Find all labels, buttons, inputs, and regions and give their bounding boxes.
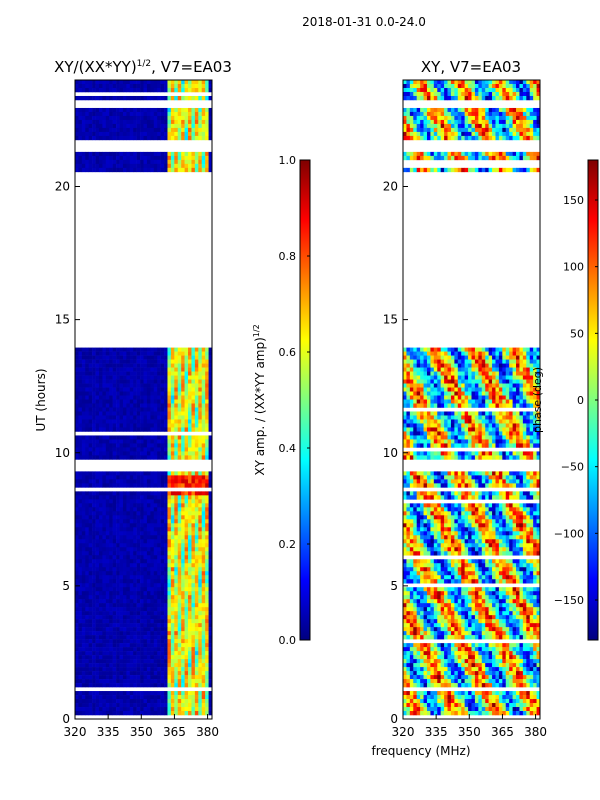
left-colorbar-label: XY amp. / (XX*YY amp)1/2 <box>252 324 267 475</box>
y-tick-label: 5 <box>390 579 398 593</box>
left-colorbar: 0.0 0.2 0.4 0.6 0.8 1.0 XY amp. / (XX*YY amp)… <box>252 154 311 647</box>
figure-title: 2018-01-31 0.0-24.0 <box>302 15 426 29</box>
left-colorbar-label-superscript: 1/2 <box>252 324 261 337</box>
x-tick-label: 335 <box>425 725 448 739</box>
colorbar-tick-label: 0.6 <box>279 346 297 359</box>
shared-xlabel: frequency (MHz) <box>371 744 470 758</box>
colorbar-tick-label: 0.0 <box>279 634 297 647</box>
colorbar-tick-label: 0 <box>577 394 584 407</box>
right-plot-frame <box>402 79 541 720</box>
x-tick-label: 380 <box>196 725 219 739</box>
left-ylabel: UT (hours) <box>34 368 48 431</box>
left-panel: XY/(XX*YY)1/2, V7=EA03 320 335 350 365 380 0… <box>34 58 232 739</box>
right-panel: XY, V7=EA03 320 335 350 365 380 0 5 10 15 20 <box>383 58 547 739</box>
right-y-ticks: 0 5 10 15 20 <box>383 180 408 726</box>
colorbar-tick-label: −100 <box>554 527 584 540</box>
left-heatmap <box>75 80 213 716</box>
x-tick-label: 350 <box>458 725 481 739</box>
y-tick-label: 5 <box>62 579 70 593</box>
x-tick-label: 320 <box>64 725 87 739</box>
colorbar-tick-label: 50 <box>570 327 584 340</box>
colorbar-tick-label: 150 <box>563 194 584 207</box>
right-panel-title: XY, V7=EA03 <box>421 58 521 76</box>
left-plot-frame <box>74 79 213 720</box>
y-tick-label: 15 <box>383 313 398 327</box>
colorbar-tick-label: 1.0 <box>279 154 297 167</box>
colorbar-tick-label: 100 <box>563 261 584 274</box>
left-panel-title: XY/(XX*YY)1/2, V7=EA03 <box>54 58 232 76</box>
x-tick-label: 380 <box>524 725 547 739</box>
y-tick-label: 20 <box>55 180 70 194</box>
right-heatmap <box>403 80 541 716</box>
x-tick-label: 320 <box>392 725 415 739</box>
left-title-suffix: , V7=EA03 <box>151 58 232 76</box>
right-colorbar-ticks: −150 −100 −50 0 50 100 150 <box>554 194 598 607</box>
right-colorbar-label: phase (deg) <box>531 367 544 433</box>
colorbar-tick-label: 0.8 <box>279 250 297 263</box>
x-tick-label: 350 <box>130 725 153 739</box>
y-tick-label: 20 <box>383 180 398 194</box>
colorbar-tick-label: −150 <box>554 594 584 607</box>
colorbar-tick-label: 0.2 <box>279 538 297 551</box>
left-colorbar-label-text: XY amp. / (XX*YY amp) <box>253 337 267 475</box>
left-colorbar-gradient <box>299 159 311 641</box>
right-colorbar: −150 −100 −50 0 50 100 150 phase (deg) <box>531 159 599 641</box>
colorbar-tick-label: 0.4 <box>279 442 297 455</box>
colorbar-tick-label: −50 <box>561 461 584 474</box>
left-x-ticks: 320 335 350 365 380 <box>64 714 219 739</box>
left-colorbar-ticks: 0.0 0.2 0.4 0.6 0.8 1.0 <box>279 154 310 647</box>
x-tick-label: 365 <box>491 725 514 739</box>
x-tick-label: 335 <box>97 725 120 739</box>
y-tick-label: 10 <box>55 446 70 460</box>
left-title-text: XY/(XX*YY) <box>54 58 137 76</box>
x-tick-label: 365 <box>163 725 186 739</box>
left-y-ticks: 0 5 10 15 20 <box>55 180 80 726</box>
y-tick-label: 0 <box>62 712 70 726</box>
left-title-superscript: 1/2 <box>137 59 151 69</box>
right-x-ticks: 320 335 350 365 380 <box>392 714 547 739</box>
y-tick-label: 0 <box>390 712 398 726</box>
y-tick-label: 15 <box>55 313 70 327</box>
y-tick-label: 10 <box>383 446 398 460</box>
